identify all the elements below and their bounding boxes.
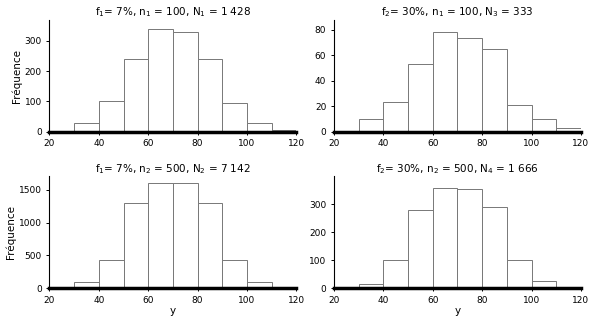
Bar [556, 128, 581, 132]
Bar [223, 260, 247, 289]
Bar [124, 59, 148, 132]
Bar [383, 260, 408, 289]
Bar [124, 203, 148, 289]
Bar [359, 119, 383, 132]
Bar [408, 210, 433, 289]
Y-axis label: Fréquence: Fréquence [5, 205, 16, 260]
Title: f$_2$= 30%, n$_1$ = 100, N$_3$ = 333: f$_2$= 30%, n$_1$ = 100, N$_3$ = 333 [381, 5, 534, 19]
Bar [507, 260, 531, 289]
Bar [433, 33, 458, 132]
Bar [247, 282, 272, 289]
X-axis label: y: y [170, 307, 176, 317]
Bar [531, 119, 556, 132]
Bar [272, 130, 296, 132]
Bar [482, 49, 507, 132]
Bar [531, 281, 556, 289]
Bar [383, 102, 408, 132]
Bar [198, 203, 223, 289]
Bar [198, 59, 223, 132]
Bar [433, 188, 458, 289]
Bar [556, 287, 581, 289]
Bar [99, 260, 124, 289]
Bar [148, 29, 173, 132]
Bar [173, 183, 198, 289]
Bar [408, 64, 433, 132]
Bar [359, 284, 383, 289]
Y-axis label: Fréquence: Fréquence [11, 49, 22, 103]
Title: f$_2$= 30%, n$_2$ = 500, N$_4$ = 1 666: f$_2$= 30%, n$_2$ = 500, N$_4$ = 1 666 [376, 162, 539, 176]
Bar [247, 123, 272, 132]
Bar [272, 287, 296, 289]
Bar [458, 189, 482, 289]
Bar [482, 207, 507, 289]
Bar [173, 32, 198, 132]
Bar [74, 282, 99, 289]
Bar [99, 101, 124, 132]
Title: f$_1$= 7%, n$_1$ = 100, N$_1$ = 1 428: f$_1$= 7%, n$_1$ = 100, N$_1$ = 1 428 [95, 5, 251, 19]
Bar [148, 183, 173, 289]
X-axis label: y: y [455, 307, 461, 317]
Bar [507, 105, 531, 132]
Title: f$_1$= 7%, n$_2$ = 500, N$_2$ = 7 142: f$_1$= 7%, n$_2$ = 500, N$_2$ = 7 142 [95, 162, 250, 176]
Bar [223, 103, 247, 132]
Bar [458, 38, 482, 132]
Bar [74, 123, 99, 132]
